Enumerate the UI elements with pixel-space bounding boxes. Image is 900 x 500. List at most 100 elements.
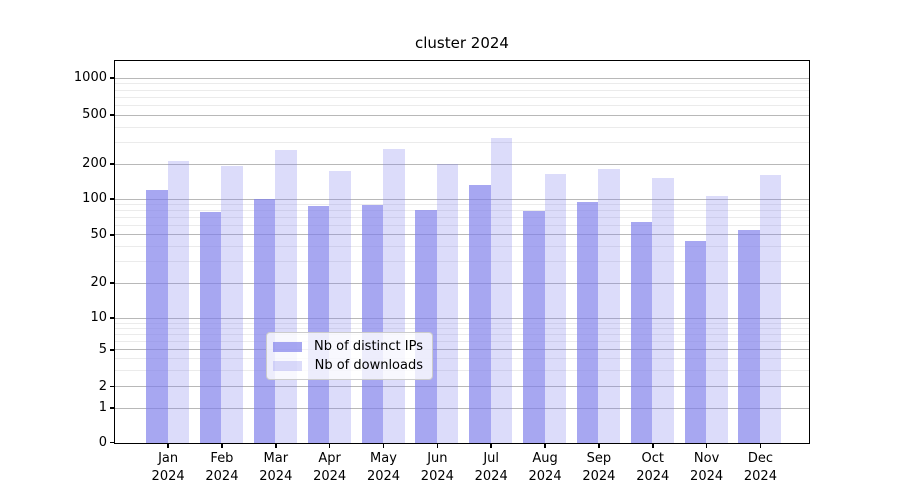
minor-gridline: [115, 341, 809, 343]
y-tick-mark: [110, 198, 114, 200]
major-gridline: [115, 386, 809, 387]
legend-item-downloads: Nb of downloads: [273, 358, 423, 373]
y-tick-label: 20: [90, 275, 107, 291]
minor-gridline: [115, 210, 809, 212]
bar-downloads-nov: [706, 196, 728, 443]
bar-downloads-jan: [167, 160, 190, 443]
minor-gridline: [115, 104, 809, 106]
y-tick-mark: [110, 349, 114, 351]
major-gridline: [115, 77, 809, 79]
bar-downloads-jul: [490, 137, 513, 443]
minor-gridline: [115, 96, 809, 98]
y-tick-label: 0: [98, 434, 107, 450]
y-tick-mark: [110, 114, 114, 116]
y-tick-mark: [110, 317, 114, 319]
y-tick-label: 5: [98, 341, 107, 357]
x-tick-mark: [275, 444, 277, 448]
plot-area: [114, 60, 810, 444]
x-tick-mark: [759, 444, 762, 448]
bar-distinct-ips-jun: [415, 209, 437, 443]
bar-distinct-ips-sep: [576, 201, 599, 443]
y-tick-label: 10: [90, 310, 107, 326]
y-tick-mark: [110, 282, 114, 284]
minor-gridline: [115, 225, 809, 226]
minor-gridline: [115, 204, 809, 206]
minor-gridline: [115, 246, 809, 248]
x-tick-mark: [544, 444, 546, 448]
minor-gridline: [115, 126, 809, 128]
y-tick-mark: [110, 77, 114, 79]
bar-distinct-ips-mar: [253, 198, 276, 443]
x-tick-label: Oct 2024: [636, 451, 670, 484]
bar-distinct-ips-jan: [146, 189, 168, 443]
x-tick-mark: [328, 444, 331, 448]
x-tick-mark: [167, 444, 169, 448]
x-tick-mark: [221, 444, 223, 448]
x-tick-mark: [652, 444, 654, 448]
minor-gridline: [115, 369, 809, 371]
major-gridline: [115, 163, 809, 165]
bar-downloads-apr: [329, 171, 351, 443]
x-tick-label: Feb 2024: [205, 451, 239, 484]
y-tick-mark: [110, 407, 114, 409]
bar-distinct-ips-feb: [199, 211, 222, 443]
x-tick-mark: [436, 444, 439, 448]
y-tick-mark: [110, 234, 114, 236]
legend-item-distinct-ips: Nb of distinct IPs: [273, 339, 423, 354]
major-gridline: [115, 114, 809, 116]
major-gridline: [115, 349, 809, 351]
x-tick-mark: [598, 444, 600, 448]
x-tick-mark: [490, 444, 492, 448]
x-tick-label: Jul 2024: [474, 451, 508, 484]
legend-swatch-downloads: [273, 360, 302, 371]
y-tick-label: 1: [98, 400, 107, 416]
bar-distinct-ips-dec: [738, 229, 760, 443]
minor-gridline: [115, 89, 809, 91]
x-tick-label: Mar 2024: [259, 451, 293, 484]
minor-gridline: [115, 142, 809, 144]
x-tick-mark: [705, 444, 708, 448]
bar-distinct-ips-may: [361, 204, 383, 443]
bar-downloads-mar: [275, 149, 297, 443]
bar-distinct-ips-nov: [684, 241, 707, 443]
minor-gridline: [115, 261, 809, 263]
bar-downloads-jun: [436, 164, 459, 443]
y-tick-label: 100: [82, 191, 107, 207]
x-tick-mark: [382, 444, 385, 448]
bar-downloads-oct: [652, 177, 674, 443]
x-tick-label: Nov 2024: [690, 451, 724, 484]
x-tick-label: Dec 2024: [743, 451, 777, 484]
minor-gridline: [115, 358, 809, 360]
x-tick-label: Jun 2024: [420, 451, 454, 484]
bar-distinct-ips-aug: [523, 211, 545, 443]
major-gridline: [115, 407, 809, 409]
legend-swatch-distinct-ips: [273, 341, 302, 352]
minor-gridline: [115, 327, 809, 329]
y-tick-mark: [110, 441, 114, 444]
major-gridline: [115, 198, 809, 200]
bar-distinct-ips-jul: [469, 184, 491, 443]
bar-downloads-aug: [544, 173, 567, 443]
chart-title: cluster 2024: [415, 34, 509, 52]
y-tick-label: 500: [82, 107, 107, 123]
major-gridline: [115, 282, 809, 284]
x-tick-label: May 2024: [366, 451, 401, 484]
x-tick-label: Jan 2024: [151, 451, 185, 484]
major-gridline: [115, 317, 809, 319]
minor-gridline: [115, 217, 809, 219]
bar-distinct-ips-oct: [630, 221, 653, 443]
y-tick-label: 200: [82, 156, 107, 172]
x-tick-label: Aug 2024: [528, 451, 562, 484]
minor-gridline: [115, 322, 809, 324]
minor-gridline: [115, 83, 809, 85]
bar-downloads-dec: [759, 175, 782, 443]
legend-label-downloads: Nb of downloads: [314, 358, 423, 373]
bar-downloads-feb: [221, 166, 243, 443]
y-tick-label: 2: [98, 378, 107, 394]
x-tick-label: Apr 2024: [313, 451, 347, 484]
major-gridline: [115, 234, 809, 236]
legend: Nb of distinct IPs Nb of downloads: [266, 332, 433, 380]
minor-gridline: [115, 334, 809, 335]
bar-distinct-ips-apr: [307, 206, 330, 443]
